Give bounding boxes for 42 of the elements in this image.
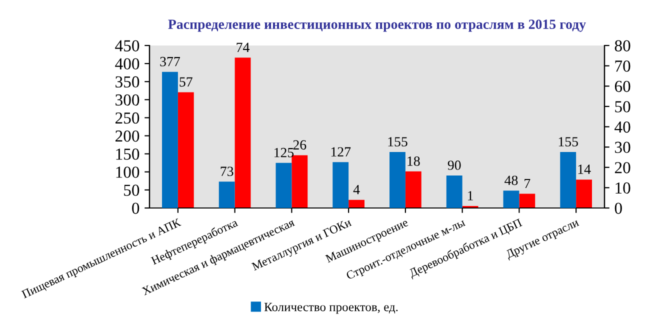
y-tick-label: 50: [124, 184, 140, 196]
y-tick-label: 450: [115, 40, 140, 52]
legend-label: Количество проектов, ед.: [264, 302, 398, 314]
data-label: 48: [504, 176, 518, 186]
y-tick-label: 0: [132, 202, 140, 214]
y2-tick-label: 0: [614, 202, 622, 214]
y-tick-label: 350: [116, 76, 140, 88]
y2-tick-label: 20: [614, 162, 630, 174]
data-label: 90: [448, 160, 461, 170]
y-tick-label: 200: [116, 130, 140, 142]
y2-tick-label: 40: [614, 121, 630, 133]
data-label: 26: [293, 140, 306, 150]
data-label: 14: [578, 164, 591, 174]
y-tick-label: 150: [116, 148, 140, 160]
y2-tick-label: 30: [615, 142, 630, 154]
bar: [446, 176, 462, 208]
data-label: 155: [558, 137, 578, 146]
data-label: 377: [160, 56, 180, 66]
y2-tick-label: 70: [615, 60, 630, 72]
bar: [332, 162, 349, 208]
bar: [348, 200, 364, 208]
data-label: 155: [388, 137, 408, 146]
bar: [234, 58, 251, 208]
y-tick-label: 400: [115, 58, 140, 70]
data-label: 127: [331, 147, 351, 156]
chart-title: Распределение инвестиционных проектов по отраслям в 2015 году: [168, 20, 586, 32]
data-label: 73: [220, 166, 234, 176]
y2-tick-label: 50: [615, 101, 630, 112]
y2-tick-label: 10: [616, 182, 630, 194]
y-tick-label: 250: [116, 112, 140, 124]
y2-tick-label: 60: [614, 80, 630, 92]
y2-tick-label: 80: [614, 40, 630, 52]
data-label: 4: [353, 184, 360, 194]
y-tick-label: 100: [116, 166, 140, 178]
data-label: 125: [274, 148, 294, 158]
bar: [218, 182, 235, 208]
data-label: 18: [408, 156, 420, 166]
data-label: 7: [524, 178, 530, 188]
data-label: 57: [180, 77, 192, 87]
data-label: 1: [468, 191, 473, 200]
data-label: 74: [236, 42, 250, 52]
y-tick-label: 300: [116, 94, 140, 106]
